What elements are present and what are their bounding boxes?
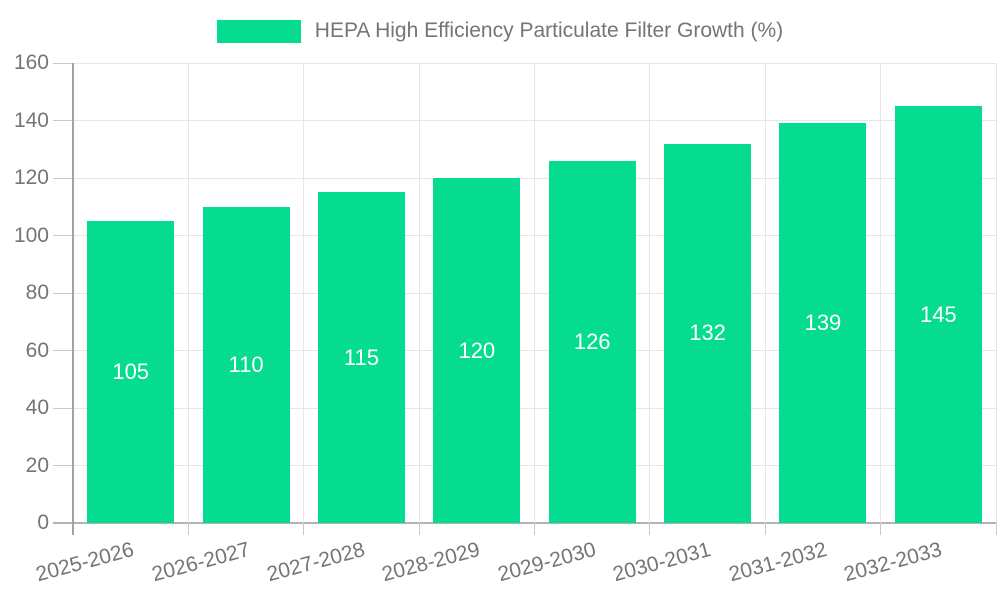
bar[interactable]: 132 — [664, 143, 752, 523]
v-gridline — [880, 63, 882, 523]
plot-area: 105 110 115 120 126 132 139 145 — [53, 62, 997, 535]
bar[interactable]: 105 — [87, 221, 175, 523]
bar-value-label: 126 — [573, 328, 611, 354]
bar-value-label: 115 — [343, 344, 379, 370]
y-tick — [53, 465, 73, 466]
x-axis-label: 2031-2032 — [725, 538, 829, 587]
y-axis: 0 20 40 60 80 100 120 140 160 — [0, 51, 63, 534]
x-tick — [880, 523, 882, 535]
y-tick — [53, 407, 73, 409]
bar-value-label: 120 — [458, 337, 496, 363]
y-axis-label: 60 — [25, 338, 49, 362]
x-tick — [649, 523, 651, 535]
chart-legend[interactable]: HEPA High Efficiency Particulate Filter … — [0, 19, 1000, 43]
x-axis-label: 2025-2026 — [33, 538, 137, 587]
x-axis: 2025-2026 2026-2027 2027-2028 2028-2029 2029… — [34, 523, 996, 600]
v-gridline — [764, 63, 766, 523]
v-gridline — [187, 63, 189, 523]
x-tick — [534, 523, 535, 535]
x-tick — [418, 523, 420, 535]
bar-value-label: 139 — [804, 310, 842, 336]
y-tick — [53, 120, 73, 121]
bar-value-label: 105 — [112, 359, 150, 385]
y-axis-line — [72, 63, 74, 535]
y-axis-label: 20 — [25, 453, 49, 477]
x-tick — [303, 523, 305, 535]
bar[interactable]: 126 — [548, 160, 636, 523]
x-axis-label: 2027-2028 — [264, 538, 368, 587]
x-axis-label: 2028-2029 — [379, 538, 483, 587]
legend-color-swatch — [216, 19, 301, 43]
x-tick — [995, 523, 997, 535]
v-gridline — [534, 63, 535, 523]
y-axis-label: 120 — [13, 166, 49, 189]
y-axis-label: 0 — [37, 511, 49, 534]
x-axis-label: 2030-2031 — [610, 538, 714, 587]
y-tick — [53, 62, 73, 64]
bar[interactable]: 145 — [894, 106, 982, 523]
bar[interactable]: 139 — [779, 123, 867, 523]
legend-label: HEPA High Efficiency Particulate Filter … — [314, 19, 784, 42]
y-tick — [53, 350, 73, 351]
x-axis-label: 2032-2033 — [841, 538, 945, 587]
x-tick — [187, 523, 189, 535]
y-tick — [53, 177, 73, 179]
y-axis-label: 160 — [13, 51, 49, 74]
x-axis-label: 2029-2030 — [495, 538, 599, 587]
v-gridline — [303, 63, 305, 523]
bar[interactable]: 120 — [433, 178, 521, 523]
bar-value-label: 145 — [919, 301, 957, 327]
y-axis-label: 40 — [25, 396, 49, 419]
bar[interactable]: 115 — [317, 192, 405, 523]
v-gridline — [418, 63, 420, 523]
x-axis-label: 2026-2027 — [149, 538, 253, 587]
y-axis-label: 140 — [13, 108, 49, 132]
y-axis-label: 100 — [13, 223, 49, 247]
x-axis-baseline — [53, 522, 996, 524]
bar[interactable]: 110 — [202, 206, 290, 523]
v-gridline — [649, 63, 651, 523]
y-axis-label: 80 — [25, 281, 49, 304]
y-tick — [53, 292, 73, 294]
v-gridline — [995, 63, 997, 523]
bar-value-label: 110 — [228, 351, 264, 377]
bar-value-label: 132 — [689, 320, 726, 346]
y-tick — [53, 235, 73, 236]
x-tick — [764, 523, 766, 535]
